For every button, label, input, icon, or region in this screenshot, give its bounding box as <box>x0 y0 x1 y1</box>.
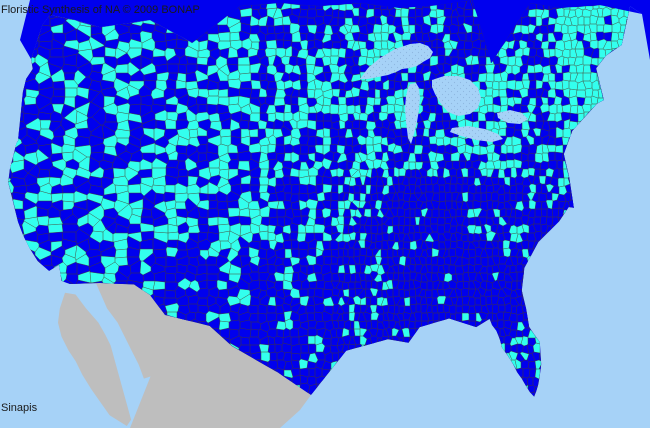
svg-text:Sinapis: Sinapis <box>1 402 38 414</box>
svg-text:Floristic Synthesis of NA © 20: Floristic Synthesis of NA © 2009 BONAP <box>1 4 200 16</box>
